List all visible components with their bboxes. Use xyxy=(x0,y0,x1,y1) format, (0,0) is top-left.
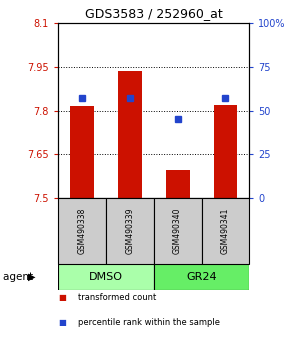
Text: transformed count: transformed count xyxy=(78,293,157,302)
Bar xyxy=(70,106,94,198)
Bar xyxy=(154,264,249,290)
Bar xyxy=(202,198,249,264)
Text: GSM490340: GSM490340 xyxy=(173,208,182,254)
Text: GSM490339: GSM490339 xyxy=(125,208,134,254)
Text: GR24: GR24 xyxy=(186,272,217,282)
Text: DMSO: DMSO xyxy=(89,272,123,282)
Bar xyxy=(166,171,190,198)
Text: agent: agent xyxy=(3,272,36,282)
Text: ■: ■ xyxy=(58,293,66,302)
Bar xyxy=(213,105,238,198)
Bar xyxy=(106,198,154,264)
Text: ▶: ▶ xyxy=(28,272,35,282)
Bar xyxy=(58,198,106,264)
Text: percentile rank within the sample: percentile rank within the sample xyxy=(78,318,220,327)
Bar xyxy=(118,71,142,198)
Text: GSM490341: GSM490341 xyxy=(221,208,230,254)
Title: GDS3583 / 252960_at: GDS3583 / 252960_at xyxy=(85,7,223,21)
Bar xyxy=(58,264,154,290)
Text: ■: ■ xyxy=(58,318,66,327)
Bar xyxy=(154,198,202,264)
Text: GSM490338: GSM490338 xyxy=(77,208,86,254)
